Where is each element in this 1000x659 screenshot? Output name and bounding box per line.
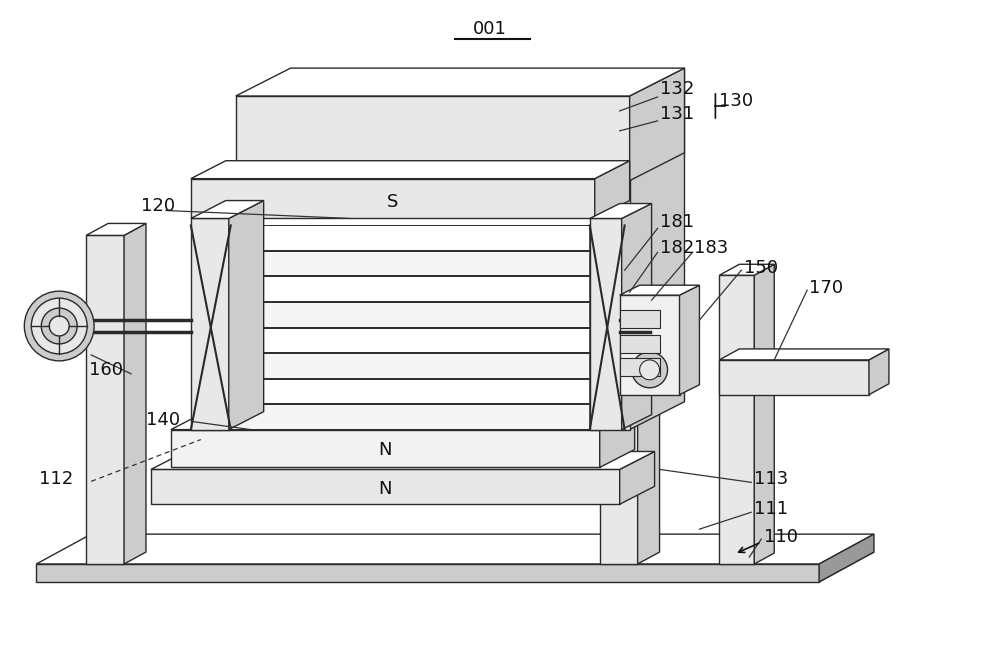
Text: 181: 181 <box>660 214 694 231</box>
Text: N: N <box>379 442 392 459</box>
Polygon shape <box>819 534 874 582</box>
Polygon shape <box>719 349 889 360</box>
Polygon shape <box>620 451 655 504</box>
Polygon shape <box>620 295 680 395</box>
Polygon shape <box>231 251 590 275</box>
Polygon shape <box>600 318 660 330</box>
Polygon shape <box>590 258 625 301</box>
Polygon shape <box>590 204 652 219</box>
Polygon shape <box>600 330 638 564</box>
Polygon shape <box>191 200 264 219</box>
Polygon shape <box>620 335 660 353</box>
Polygon shape <box>231 353 590 378</box>
Polygon shape <box>86 235 124 564</box>
Polygon shape <box>600 412 635 467</box>
Polygon shape <box>229 200 264 430</box>
Polygon shape <box>622 96 630 430</box>
Text: 111: 111 <box>754 500 788 518</box>
Circle shape <box>41 308 77 344</box>
Text: 170: 170 <box>809 279 843 297</box>
Polygon shape <box>231 302 590 326</box>
Text: 001: 001 <box>473 20 507 38</box>
Polygon shape <box>754 264 774 564</box>
Polygon shape <box>191 219 229 430</box>
Polygon shape <box>86 223 146 235</box>
Polygon shape <box>719 360 869 395</box>
Text: 140: 140 <box>146 411 180 428</box>
Circle shape <box>632 352 668 387</box>
Polygon shape <box>231 225 590 250</box>
Polygon shape <box>680 285 699 395</box>
Polygon shape <box>590 208 625 250</box>
Polygon shape <box>231 378 590 403</box>
Text: 130: 130 <box>719 92 754 110</box>
Polygon shape <box>869 349 889 395</box>
Polygon shape <box>590 233 625 275</box>
Text: 183: 183 <box>694 239 729 258</box>
Polygon shape <box>151 451 655 469</box>
Polygon shape <box>622 204 652 430</box>
Polygon shape <box>236 68 684 96</box>
Text: 110: 110 <box>764 528 798 546</box>
Text: 131: 131 <box>660 105 694 123</box>
Polygon shape <box>191 161 630 179</box>
Polygon shape <box>36 552 874 582</box>
Text: 113: 113 <box>754 471 789 488</box>
Polygon shape <box>191 179 595 219</box>
Circle shape <box>24 291 94 361</box>
Polygon shape <box>590 386 625 428</box>
Polygon shape <box>36 564 819 582</box>
Polygon shape <box>124 223 146 564</box>
Polygon shape <box>620 285 699 295</box>
Polygon shape <box>236 96 630 181</box>
Text: N: N <box>379 480 392 498</box>
Polygon shape <box>719 264 774 275</box>
Text: 112: 112 <box>39 471 74 488</box>
Polygon shape <box>171 430 600 467</box>
Polygon shape <box>590 335 625 378</box>
Polygon shape <box>638 318 660 564</box>
Polygon shape <box>590 310 625 352</box>
Polygon shape <box>620 358 660 376</box>
Text: 132: 132 <box>660 80 694 98</box>
Text: 182: 182 <box>660 239 694 258</box>
Circle shape <box>640 360 660 380</box>
Polygon shape <box>231 404 590 428</box>
Text: 150: 150 <box>744 259 778 277</box>
Text: S: S <box>387 192 398 210</box>
Polygon shape <box>231 328 590 352</box>
Polygon shape <box>719 275 754 564</box>
Polygon shape <box>151 469 620 504</box>
Text: 160: 160 <box>89 361 123 379</box>
Polygon shape <box>171 412 635 430</box>
Polygon shape <box>595 161 630 219</box>
Circle shape <box>31 298 87 354</box>
Polygon shape <box>590 284 625 326</box>
Polygon shape <box>590 219 622 430</box>
Polygon shape <box>231 277 590 301</box>
Text: 120: 120 <box>141 196 175 215</box>
Circle shape <box>49 316 69 336</box>
Polygon shape <box>36 534 874 564</box>
Polygon shape <box>630 68 684 430</box>
Polygon shape <box>620 310 660 328</box>
Polygon shape <box>590 360 625 403</box>
Polygon shape <box>630 68 684 181</box>
